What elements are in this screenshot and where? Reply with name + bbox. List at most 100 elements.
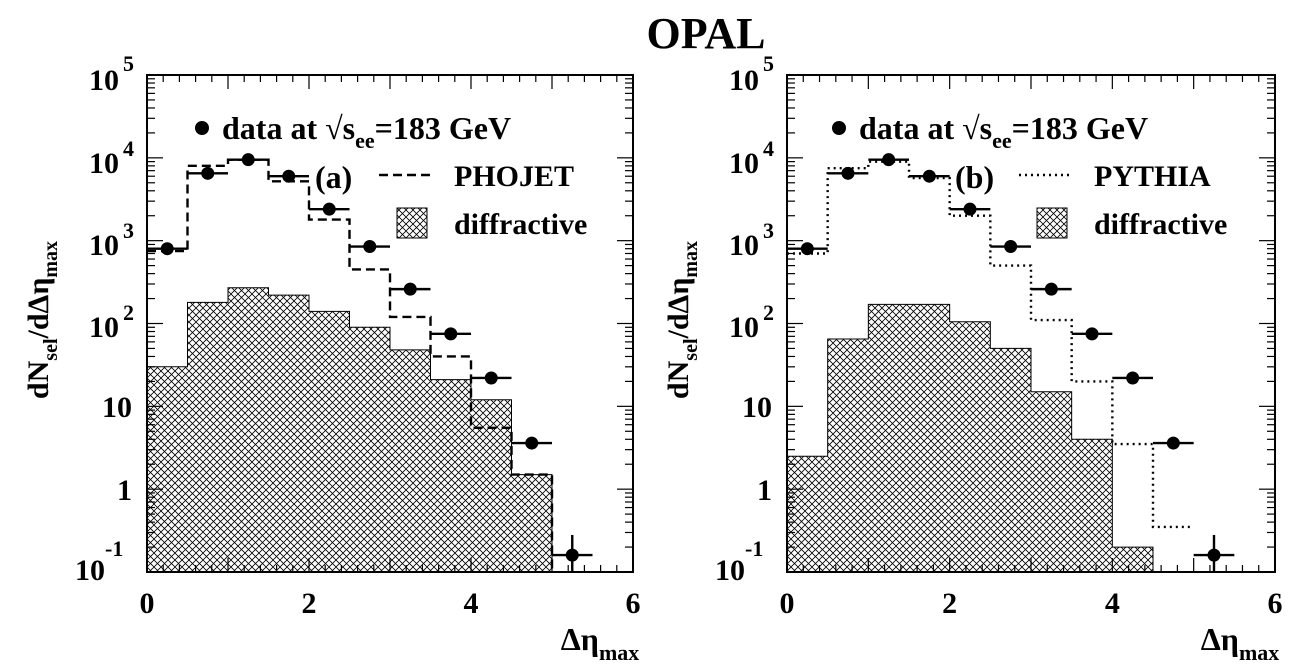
data-point [552, 534, 593, 572]
data-point [309, 202, 350, 216]
legend-mc-label: PHOJET [454, 160, 574, 193]
y-tick-exponent: -1 [105, 536, 123, 561]
legend-data-sub: ee [355, 128, 375, 153]
diffractive-bar [1112, 547, 1153, 572]
data-marker [1126, 371, 1140, 385]
y-axis-label-part: sel [40, 338, 62, 361]
legend-data-prefix: data at √s [859, 110, 992, 146]
legend-data-prefix: data at √s [222, 110, 355, 146]
data-point [1031, 282, 1072, 296]
y-tick-exponent: 3 [763, 218, 774, 243]
y-tick-label: 10 [75, 554, 105, 587]
data-point [827, 166, 869, 180]
figure-title: OPAL [647, 9, 766, 58]
y-axis-label-part: /dΔη [22, 278, 55, 340]
y-tick-exponent: 5 [123, 51, 134, 76]
x-axis-label-main: Δη [1201, 621, 1239, 657]
data-marker [1004, 240, 1018, 254]
diffractive-bar [430, 379, 471, 572]
legend-data-suffix: =183 GeV [1012, 110, 1148, 146]
data-marker [444, 327, 458, 341]
legend-data-label: data at √see=183 GeV [859, 110, 1148, 153]
y-axis-label-part: sel [680, 338, 702, 361]
x-axis-label: Δηmax [561, 621, 640, 665]
data-point [187, 166, 228, 180]
y-tick-exponent: -1 [745, 536, 763, 561]
data-marker [1166, 436, 1180, 450]
data-marker [841, 166, 855, 180]
x-axis-label: Δηmax [1201, 621, 1280, 665]
x-tick-label: 6 [1268, 587, 1283, 620]
data-marker [922, 169, 936, 183]
diffractive-bar [471, 399, 512, 572]
data-marker [1044, 282, 1058, 296]
y-tick-exponent: 2 [123, 300, 134, 325]
data-point [390, 282, 431, 296]
y-tick-exponent: 4 [763, 136, 774, 161]
diffractive-bar [187, 302, 228, 572]
y-tick-exponent: 4 [123, 136, 134, 161]
diffractive-histogram [787, 303, 1235, 572]
data-marker [241, 153, 255, 167]
panel-label: (a) [315, 159, 352, 195]
y-axis-label: dNsel/dΔηmax [22, 241, 62, 399]
y-tick-exponent: 5 [763, 51, 774, 76]
panel-label: (b) [955, 159, 994, 195]
data-point [430, 327, 471, 341]
data-marker [800, 242, 814, 256]
legend-data-sub: ee [992, 128, 1012, 153]
diffractive-bar [990, 348, 1031, 572]
data-point [349, 240, 390, 254]
x-axis-label-sub: max [599, 640, 639, 665]
data-marker [322, 202, 336, 216]
y-tick-label: 10 [89, 147, 119, 180]
diffractive-bar [390, 349, 431, 572]
data-point [268, 169, 309, 183]
y-tick-exponent: 2 [763, 300, 774, 325]
data-point [949, 202, 991, 216]
y-tick-label: 1 [117, 474, 132, 507]
data-marker [282, 169, 296, 183]
x-axis-label-sub: max [1239, 640, 1279, 665]
y-tick-label: 10 [729, 311, 759, 344]
data-point [1071, 327, 1113, 341]
data-marker [1207, 548, 1221, 562]
data-point [228, 153, 269, 167]
y-axis-label-part: max [680, 241, 702, 278]
y-tick-label: 10 [742, 391, 772, 424]
x-tick-label: 2 [942, 587, 957, 620]
x-tick-label: 6 [626, 587, 641, 620]
y-tick-label: 10 [715, 554, 745, 587]
diffractive-bar [1031, 391, 1072, 572]
y-axis-label-part: /dΔη [662, 278, 695, 340]
diffractive-outline [147, 287, 593, 572]
data-marker [363, 240, 377, 254]
data-marker [403, 282, 417, 296]
legend-diffractive-label: diffractive [454, 208, 587, 241]
diffractive-bar [147, 366, 188, 572]
diffractive-bar [511, 474, 552, 572]
x-tick-label: 0 [140, 587, 155, 620]
x-tick-label: 0 [780, 587, 795, 620]
y-axis-label: dNsel/dΔηmax [662, 241, 702, 399]
phojet-histogram [147, 158, 554, 572]
x-tick-label: 2 [302, 587, 317, 620]
y-tick-label: 10 [89, 311, 119, 344]
x-axis-label-main: Δη [561, 621, 599, 657]
data-marker [160, 242, 174, 256]
diffractive-bar [228, 287, 269, 572]
legend-diffractive-label: diffractive [1094, 208, 1227, 241]
data-point [1112, 371, 1153, 385]
y-axis-label-part: dN [662, 360, 695, 399]
y-axis-label-part: max [40, 241, 62, 278]
diffractive-bar [827, 338, 869, 572]
data-marker [525, 436, 539, 450]
legend-mc-label: PYTHIA [1094, 160, 1211, 193]
y-tick-exponent: 3 [123, 218, 134, 243]
data-marker [201, 166, 215, 180]
y-tick-label: 10 [729, 229, 759, 262]
y-tick-label: 10 [102, 391, 132, 424]
